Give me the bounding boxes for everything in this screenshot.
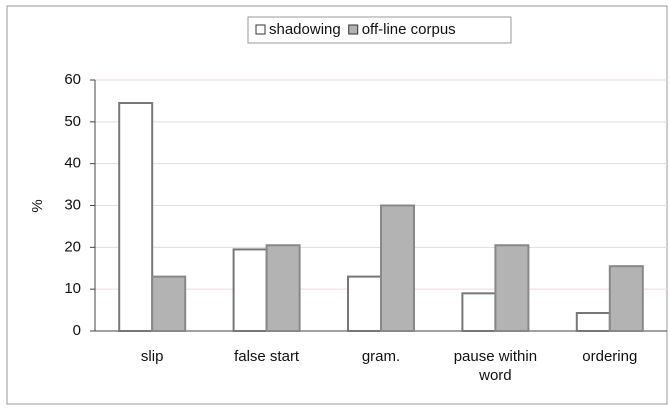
legend-label: shadowing [269,21,341,38]
x-tick-label: false start [234,348,300,365]
y-tick-label: 0 [73,322,81,339]
x-tick-label: ordering [582,348,638,365]
bar [232,248,268,332]
legend-swatch [255,24,266,35]
y-tick-label: 30 [64,196,81,213]
bar [380,204,415,332]
x-tick-label: gram. [361,348,401,365]
bar [347,275,382,333]
bar [461,292,497,333]
y-tick-label: 20 [64,238,81,255]
y-tick-label: 10 [64,280,81,297]
bar [265,244,301,332]
legend-label: off-line corpus [362,21,456,38]
x-tick-label: pause within word [453,348,538,384]
legend-box [247,16,512,44]
bar [151,275,187,333]
y-axis-label: % [29,199,46,212]
y-tick-label: 40 [64,155,81,172]
bar [575,312,611,332]
bar [494,244,530,332]
bar [608,265,644,332]
legend-swatch [348,24,359,35]
y-tick-label: 50 [64,113,81,130]
y-tick-label: 60 [64,71,81,88]
bar [118,102,154,332]
x-tick-label: slip [140,348,164,365]
